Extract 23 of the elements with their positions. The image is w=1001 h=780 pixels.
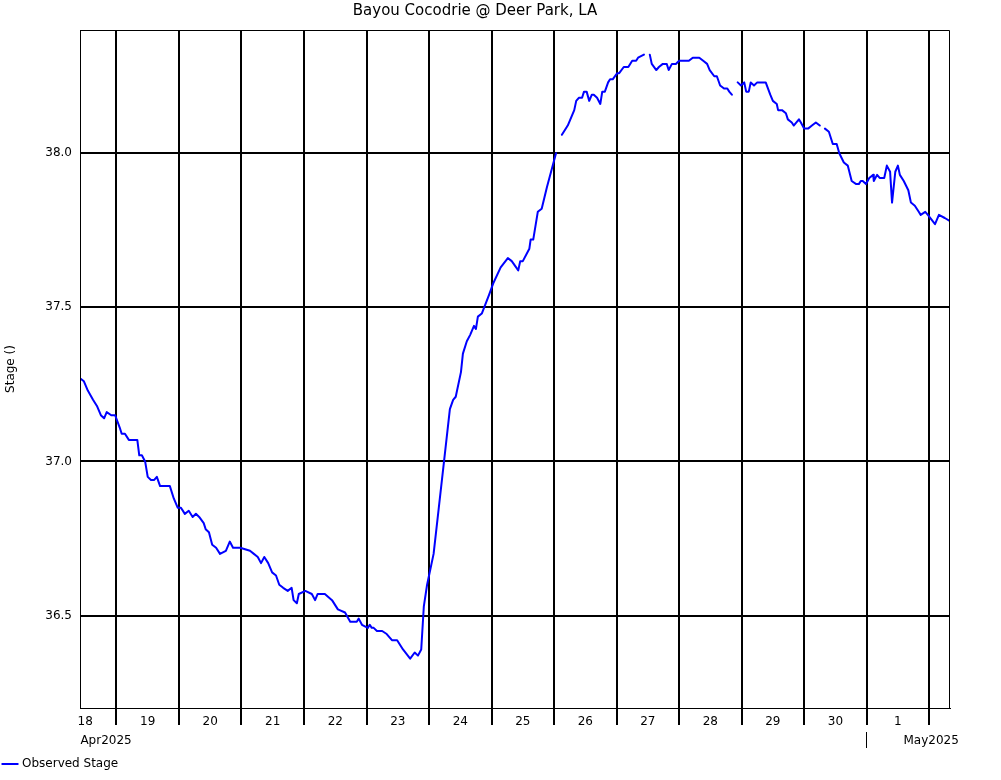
x-tick-label: 26 (577, 714, 593, 729)
legend-label: Observed Stage (22, 756, 119, 771)
y-tick-label: 37.0 (45, 453, 72, 468)
chart-title: Bayou Cocodrie @ Deer Park, LA (352, 0, 598, 19)
y-axis-title: Stage () (3, 345, 18, 393)
x-tick-label: 19 (140, 714, 156, 729)
x-tick-label: 25 (515, 714, 531, 729)
x-tick-label: 20 (202, 714, 218, 729)
x-tick-label: 30 (827, 714, 844, 729)
x-tick-label: 21 (265, 714, 281, 729)
x2-tick-label: May2025 (903, 733, 959, 748)
x-tick-label: 18 (77, 714, 93, 729)
x-tick-label: 22 (327, 714, 343, 729)
x-tick-label: 29 (765, 714, 781, 729)
x2-tick-label: Apr2025 (80, 733, 132, 748)
y-tick-label: 38.0 (45, 145, 72, 160)
y-tick-label: 37.5 (45, 299, 72, 314)
y-tick-label: 36.5 (45, 607, 72, 622)
x-tick-label: 1 (894, 714, 902, 729)
x-tick-label: 27 (640, 714, 656, 729)
x-tick-label: 24 (452, 714, 468, 729)
x-tick-label: 28 (702, 714, 718, 729)
x-tick-label: 23 (390, 714, 406, 729)
